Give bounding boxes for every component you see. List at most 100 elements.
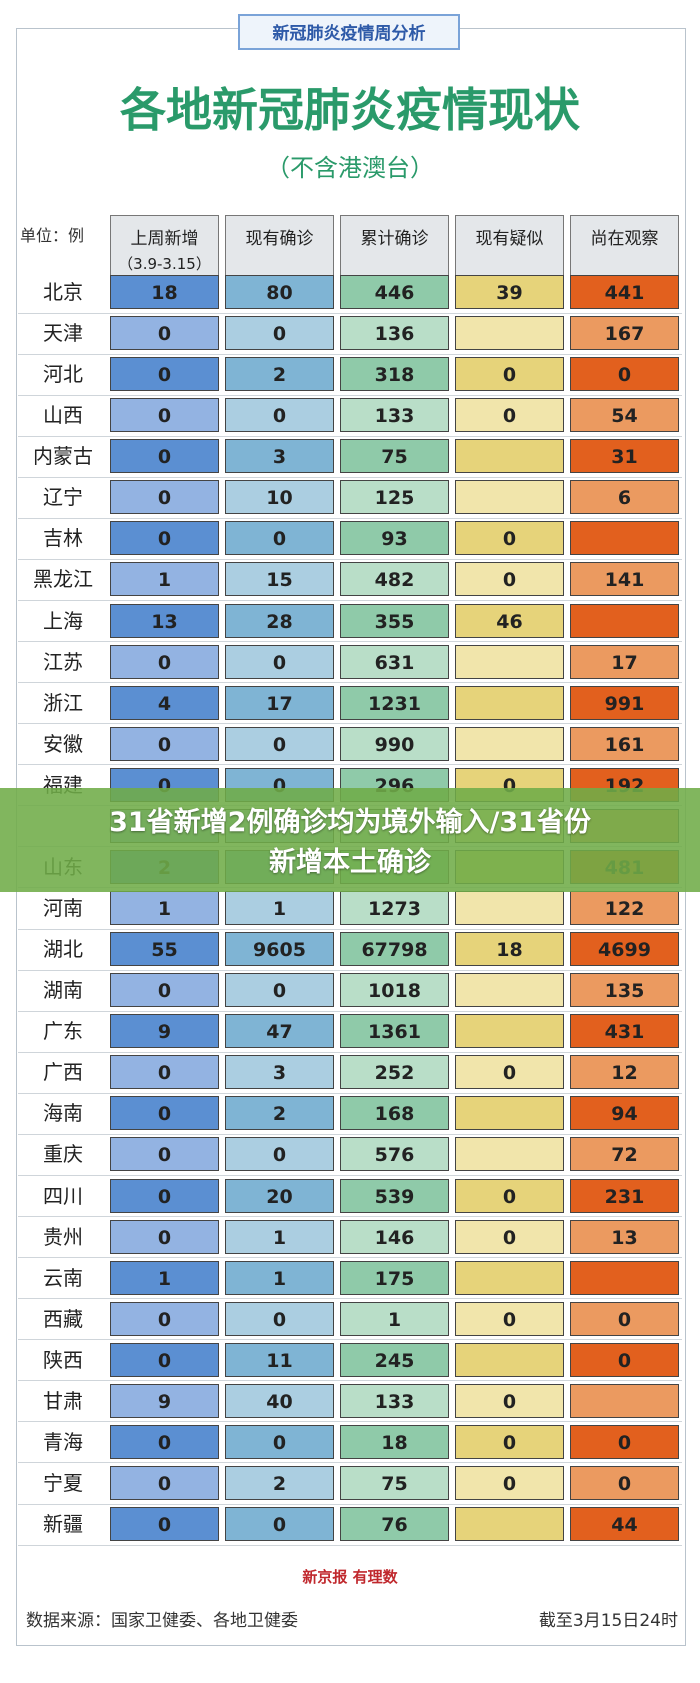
cell: 2 [225,357,334,392]
cell: 3 [225,1055,334,1090]
cell: 0 [455,1424,564,1459]
cell: 0 [570,357,679,392]
row-line [18,394,682,396]
cell: 10 [225,480,334,515]
row-line [18,1462,682,1464]
cell: 18 [455,932,564,967]
row-label: 湖北 [43,937,83,962]
column-header: 尚在观察 [570,215,679,279]
cell: 0 [455,521,564,556]
cell [570,603,679,638]
row-label: 河南 [43,896,83,921]
cell: 40 [225,1383,334,1418]
cell: 0 [110,1055,219,1090]
row-line [18,1421,682,1423]
cell [455,1507,564,1542]
cell: 0 [110,973,219,1008]
row-line [18,1051,682,1053]
row-label: 海南 [43,1101,83,1126]
row-label: 黑龙江 [33,567,93,592]
cell: 2 [225,1466,334,1501]
cell: 39 [455,275,564,309]
cell: 0 [570,1301,679,1336]
cell: 136 [340,316,449,351]
cell: 1 [340,1301,449,1336]
row-label: 辽宁 [43,485,83,510]
cell: 0 [110,1137,219,1172]
cell: 167 [570,316,679,351]
row-label: 吉林 [43,526,83,551]
cell: 12 [570,1055,679,1090]
row-line [18,969,682,971]
cell: 0 [225,1507,334,1542]
cell: 4 [110,685,219,720]
cell: 482 [340,562,449,597]
cell: 1 [110,1260,219,1295]
cell: 0 [455,357,564,392]
row-line [18,641,682,643]
cell: 18 [110,275,219,309]
cell [455,1014,564,1049]
row-label: 天津 [43,321,83,346]
column-name: 现有确诊 [245,229,314,249]
cell: 0 [455,1178,564,1213]
row-label: 青海 [43,1429,83,1454]
row-line [18,435,682,437]
row-label: 云南 [43,1265,83,1290]
cell: 80 [225,275,334,309]
cell: 446 [340,275,449,309]
cell: 0 [110,1219,219,1254]
cell: 0 [110,726,219,761]
row-label: 四川 [43,1183,83,1208]
row-line [18,476,682,478]
cell: 0 [110,439,219,474]
cell: 122 [570,891,679,926]
cell: 133 [340,1383,449,1418]
row-line [18,682,682,684]
cell: 0 [110,644,219,679]
cell: 539 [340,1178,449,1213]
cell [455,1096,564,1131]
cell: 0 [110,1424,219,1459]
cell: 15 [225,562,334,597]
cell: 0 [110,1178,219,1213]
row-line [18,1503,682,1505]
cell: 17 [570,644,679,679]
cell [455,480,564,515]
badge: 新冠肺炎疫情周分析 [238,14,460,50]
cell: 1361 [340,1014,449,1049]
title: 各地新冠肺炎疫情现状 [120,83,580,137]
cell: 47 [225,1014,334,1049]
cell [455,439,564,474]
cell [455,726,564,761]
row-label: 上海 [43,608,83,633]
cell: 11 [225,1342,334,1377]
cell: 0 [570,1342,679,1377]
cell: 0 [455,398,564,433]
cell: 1 [225,1260,334,1295]
cell: 44 [570,1507,679,1542]
cell: 2 [225,1096,334,1131]
cell: 0 [225,1301,334,1336]
cell: 231 [570,1178,679,1213]
row-line [18,517,682,519]
cell: 0 [225,973,334,1008]
row-line [18,599,682,601]
row-line [18,1544,682,1546]
row-line [18,764,682,766]
cell: 0 [455,1466,564,1501]
column-name: 累计确诊 [360,229,429,249]
row-label: 陕西 [43,1347,83,1372]
cell: 0 [110,1301,219,1336]
cell: 0 [455,1383,564,1418]
cell: 1 [225,891,334,926]
cell: 28 [225,603,334,638]
cell: 576 [340,1137,449,1172]
cell: 0 [225,398,334,433]
cell: 0 [110,357,219,392]
cell: 0 [225,726,334,761]
column-header: 上周新增 （3.9-3.15） [110,215,219,279]
cell: 175 [340,1260,449,1295]
cell [570,1260,679,1295]
